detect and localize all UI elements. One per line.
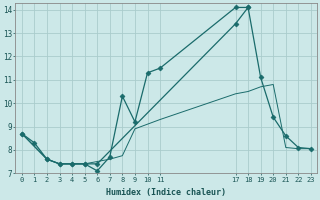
X-axis label: Humidex (Indice chaleur): Humidex (Indice chaleur)	[106, 188, 226, 197]
